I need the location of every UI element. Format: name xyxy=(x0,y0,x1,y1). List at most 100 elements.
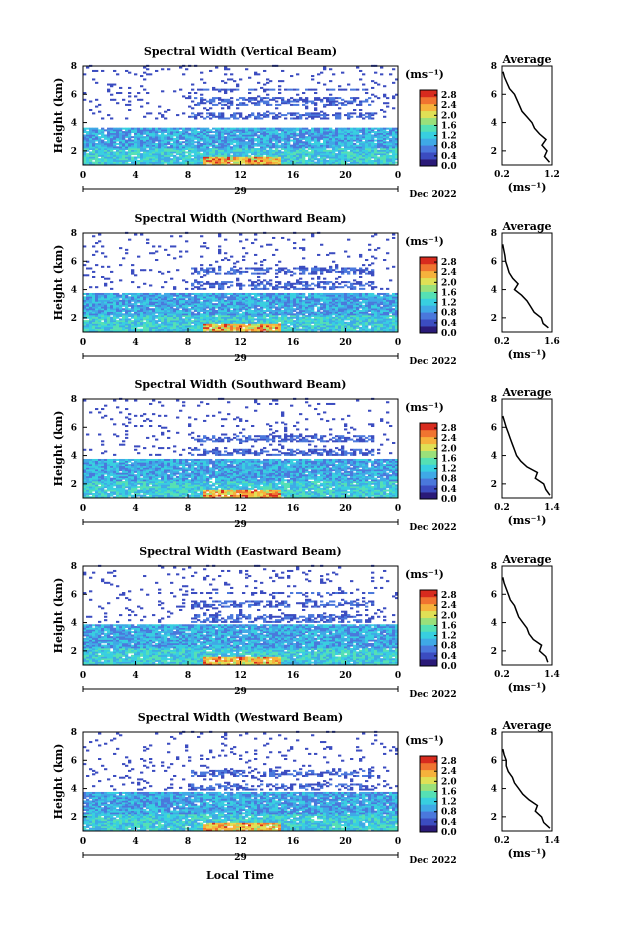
heatmap-cell xyxy=(347,117,351,120)
heatmap-cell xyxy=(224,117,228,120)
heatmap-cell xyxy=(281,316,285,319)
heatmap-cell xyxy=(302,149,306,152)
heatmap-cell xyxy=(242,320,246,323)
heatmap-cell xyxy=(290,156,294,159)
heatmap-cell xyxy=(128,325,132,328)
heatmap-cell xyxy=(278,286,282,289)
heatmap-cell xyxy=(242,161,246,164)
heatmap-cell xyxy=(125,161,129,164)
heatmap-cell xyxy=(311,115,315,118)
heatmap-cell xyxy=(125,154,129,157)
heatmap-cell xyxy=(173,154,177,157)
heatmap-cell xyxy=(395,136,399,139)
heatmap-cell xyxy=(287,136,291,139)
heatmap-cell xyxy=(332,134,336,137)
heatmap-cell xyxy=(260,320,264,323)
heatmap-cell xyxy=(386,102,390,105)
heatmap-cell xyxy=(149,139,153,142)
heatmap-cell xyxy=(212,330,216,333)
heatmap-cell xyxy=(188,149,192,152)
heatmap-cell xyxy=(164,323,168,326)
heatmap-cell xyxy=(206,131,210,134)
heatmap-cell xyxy=(269,330,273,333)
heatmap-cell xyxy=(149,146,153,149)
heatmap-cell xyxy=(86,315,90,318)
heatmap-cell xyxy=(281,163,285,166)
heatmap-cell xyxy=(185,326,189,329)
heatmap-cell xyxy=(185,137,189,140)
heatmap-cell xyxy=(314,272,318,275)
heatmap-cell xyxy=(107,325,111,328)
heatmap-cell xyxy=(143,153,147,156)
heatmap-cell xyxy=(167,328,171,331)
heatmap-cell xyxy=(338,154,342,157)
heatmap-cell xyxy=(257,134,261,137)
heatmap-cell xyxy=(347,158,351,161)
heatmap-cell xyxy=(293,117,297,120)
heatmap-cell xyxy=(206,139,210,142)
heatmap-cell xyxy=(188,303,192,306)
heatmap-cell xyxy=(254,330,258,333)
heatmap-cell xyxy=(287,298,291,301)
heatmap-cell xyxy=(110,93,114,96)
heatmap-cell xyxy=(371,136,375,139)
heatmap-cell xyxy=(335,132,339,135)
heatmap-cell xyxy=(212,144,216,147)
heatmap-cell xyxy=(314,151,318,154)
heatmap-cell xyxy=(272,326,276,329)
heatmap-cell xyxy=(287,321,291,324)
heatmap-cell xyxy=(125,304,129,307)
heatmap-cell xyxy=(146,154,150,157)
heatmap-cell xyxy=(242,298,246,301)
heatmap-cell xyxy=(347,83,351,86)
heatmap-cell xyxy=(134,294,138,297)
heatmap-cell xyxy=(317,284,321,287)
heatmap-cell xyxy=(248,88,252,91)
heatmap-cell xyxy=(86,139,90,142)
heatmap-cell xyxy=(116,299,120,302)
heatmap-cell xyxy=(266,267,270,270)
heatmap-cell xyxy=(161,134,165,137)
heatmap-cell xyxy=(269,134,273,137)
heatmap-cell xyxy=(116,308,120,311)
heatmap-cell xyxy=(245,294,249,297)
heatmap-cell xyxy=(143,294,147,297)
heatmap-cell xyxy=(227,316,231,319)
heatmap-cell xyxy=(311,134,315,137)
heatmap-cell xyxy=(302,325,306,328)
heatmap-cell xyxy=(98,323,102,326)
heatmap-cell xyxy=(134,306,138,309)
heatmap-cell xyxy=(200,148,204,151)
heatmap-cell xyxy=(215,330,219,333)
heatmap-cell xyxy=(392,107,396,110)
heatmap-cell xyxy=(155,296,159,299)
heatmap-cell xyxy=(260,260,264,263)
heatmap-cell xyxy=(302,313,306,316)
heatmap-cell xyxy=(317,286,321,289)
heatmap-cell xyxy=(314,114,318,117)
heatmap-cell xyxy=(86,296,90,299)
heatmap-cell xyxy=(239,151,243,154)
heatmap-cell xyxy=(299,247,303,250)
heatmap-cell xyxy=(239,78,243,81)
heatmap-cell xyxy=(131,328,135,331)
heatmap-cell xyxy=(338,163,342,166)
heatmap-cell xyxy=(215,323,219,326)
heatmap-cell xyxy=(209,149,213,152)
heatmap-cell xyxy=(266,303,270,306)
heatmap-cell xyxy=(236,107,240,110)
heatmap-cell xyxy=(386,154,390,157)
heatmap-cell xyxy=(185,311,189,314)
y-axis-label: Height (km) xyxy=(52,78,65,154)
heatmap-cell xyxy=(248,320,252,323)
heatmap-cell xyxy=(275,298,279,301)
heatmap-cell xyxy=(263,153,267,156)
heatmap-cell xyxy=(368,131,372,134)
heatmap-cell xyxy=(224,73,228,76)
heatmap-cell xyxy=(383,139,387,142)
heatmap-cell xyxy=(251,325,255,328)
heatmap-cell xyxy=(104,134,108,137)
heatmap-cell xyxy=(185,330,189,333)
heatmap-cell xyxy=(206,292,210,295)
heatmap-cell xyxy=(134,137,138,140)
